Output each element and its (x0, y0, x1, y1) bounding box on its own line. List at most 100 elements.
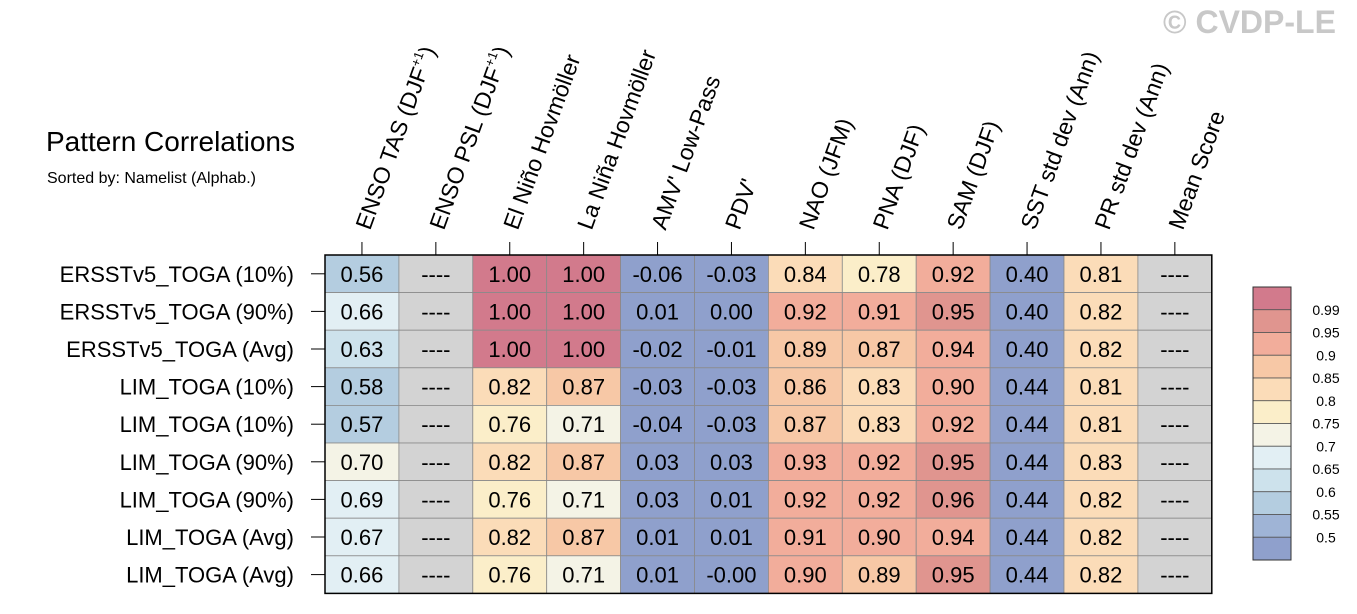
heatmap-cell (1063, 442, 1139, 481)
cell-value: 1.00 (562, 262, 605, 287)
column-label: Mean Score (1163, 107, 1230, 232)
heatmap-cell (472, 329, 548, 369)
heatmap-cell (768, 292, 843, 331)
colorbar-segment (1252, 309, 1292, 333)
column-label: NAO (JFM) (794, 115, 858, 233)
heatmap-cell (1137, 517, 1213, 557)
heatmap-cell (324, 404, 400, 444)
cell-value: 0.78 (858, 262, 901, 287)
cell-value: 0.87 (562, 525, 605, 550)
cell-value: 0.89 (858, 563, 901, 588)
cell-value: ---- (421, 375, 450, 400)
column-label: El Niño Hovmöller (498, 51, 585, 233)
heatmap-cell (398, 442, 474, 481)
cell-value: 0.87 (562, 450, 605, 475)
cell-value: 0.01 (636, 563, 679, 588)
heatmap-cell (915, 517, 991, 557)
cell-value: 0.44 (1006, 375, 1049, 400)
cell-value: 0.82 (488, 450, 531, 475)
heatmap-cell (620, 292, 695, 331)
row-label: LIM_TOGA (Avg) (126, 563, 294, 588)
column-label: ENSO PSL (DJF+1) (423, 42, 514, 233)
heatmap-cell (915, 292, 991, 331)
colorbar-label: 0.9 (1316, 347, 1336, 363)
heatmap-cell (1063, 367, 1139, 406)
cell-value: ---- (1160, 262, 1189, 287)
cell-value: 0.84 (784, 262, 827, 287)
colorbar-label: 0.99 (1312, 302, 1339, 318)
cell-value: 0.92 (858, 450, 901, 475)
heatmap-cell (1063, 480, 1139, 519)
cell-value: ---- (421, 262, 450, 287)
cell-value: 0.91 (784, 525, 827, 550)
row-label: LIM_TOGA (90%) (120, 450, 294, 475)
colorbar-label: 0.95 (1312, 325, 1339, 341)
cell-value: 0.81 (1080, 375, 1123, 400)
heatmap-cell (989, 442, 1065, 481)
cell-value: 0.90 (784, 563, 827, 588)
heatmap-cell (694, 292, 769, 331)
cell-value: 0.83 (1080, 450, 1123, 475)
cell-value: ---- (421, 450, 450, 475)
cell-value: 0.03 (710, 450, 753, 475)
heatmap-cell (472, 555, 548, 594)
heatmap-cell (694, 404, 769, 444)
cell-value: ---- (1160, 487, 1189, 512)
colorbar-segment (1252, 468, 1292, 493)
column-label: SAM (DJF) (941, 117, 1004, 233)
cell-value: -0.00 (706, 563, 756, 588)
cell-value: 0.40 (1006, 337, 1049, 362)
cell-value: 0.82 (1080, 487, 1123, 512)
heatmap-cell (694, 442, 769, 481)
colorbar-label: 0.65 (1312, 461, 1339, 477)
cell-value: 0.58 (341, 375, 384, 400)
column-label: SST std dev (Ann) (1015, 48, 1104, 233)
colorbar-segment (1252, 491, 1292, 515)
cell-value: 0.40 (1006, 262, 1049, 287)
cell-value: 0.87 (858, 337, 901, 362)
cell-value: ---- (421, 412, 450, 437)
heatmap-cell (620, 442, 695, 481)
column-label: PDV' (720, 175, 762, 232)
cell-value: 0.63 (341, 337, 384, 362)
cell-value: ---- (421, 525, 450, 550)
cell-value: 0.82 (1080, 337, 1123, 362)
colorbar-segment (1252, 536, 1292, 561)
heatmap-cell (398, 480, 474, 519)
cell-value: 0.44 (1006, 450, 1049, 475)
heatmap-cell (1063, 404, 1139, 444)
colorbar-label: 0.7 (1316, 438, 1336, 454)
cell-value: -0.02 (632, 337, 682, 362)
cell-value: 0.81 (1080, 412, 1123, 437)
cell-value: 0.82 (488, 525, 531, 550)
cell-value: 0.90 (858, 525, 901, 550)
heatmap-cell (620, 517, 695, 557)
colorbar-segment (1252, 377, 1292, 402)
row-label: LIM_TOGA (Avg) (126, 525, 294, 550)
heatmap-cell (1063, 254, 1139, 293)
heatmap-cell (1063, 292, 1139, 331)
cell-value: 0.82 (488, 375, 531, 400)
heatmap-cell (841, 442, 917, 481)
cell-value: 0.57 (341, 412, 384, 437)
heatmap-cell (841, 254, 917, 293)
cell-value: -0.03 (706, 412, 756, 437)
heatmap-cell (620, 480, 695, 519)
heatmap-cell (841, 404, 917, 444)
cell-value: 0.03 (636, 450, 679, 475)
cell-value: 0.92 (858, 487, 901, 512)
heatmap-cell (546, 329, 622, 369)
row-label: ERSSTv5_TOGA (90%) (60, 299, 294, 324)
cell-value: 0.82 (1080, 563, 1123, 588)
cell-value: 0.01 (636, 525, 679, 550)
heatmap-cell (546, 480, 622, 519)
colorbar-segment (1252, 445, 1292, 470)
heatmap-cell (694, 555, 769, 594)
heatmap-cell (324, 292, 400, 331)
cell-value: 0.44 (1006, 412, 1049, 437)
heatmap-cell (324, 329, 400, 369)
cell-value: 0.83 (858, 412, 901, 437)
row-label: LIM_TOGA (90%) (120, 487, 294, 512)
cell-value: 0.95 (932, 299, 975, 324)
heatmap-cell (915, 329, 991, 369)
